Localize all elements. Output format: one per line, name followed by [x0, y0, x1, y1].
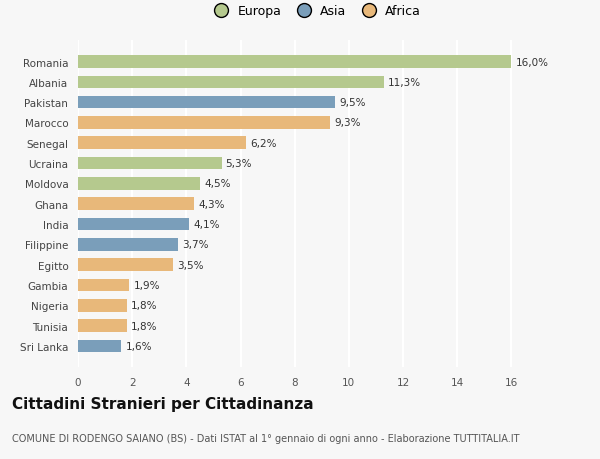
- Bar: [78, 259, 173, 271]
- Text: 11,3%: 11,3%: [388, 78, 421, 88]
- Bar: [78, 157, 221, 170]
- Text: 6,2%: 6,2%: [250, 139, 277, 148]
- Bar: [78, 178, 200, 190]
- Text: 5,3%: 5,3%: [226, 159, 252, 169]
- Bar: [78, 239, 178, 251]
- Bar: [78, 97, 335, 109]
- Text: Cittadini Stranieri per Cittadinanza: Cittadini Stranieri per Cittadinanza: [12, 397, 314, 412]
- Legend: Europa, Asia, Africa: Europa, Asia, Africa: [209, 5, 421, 18]
- Text: 1,9%: 1,9%: [134, 280, 160, 290]
- Text: 3,5%: 3,5%: [177, 260, 203, 270]
- Text: 1,6%: 1,6%: [125, 341, 152, 351]
- Bar: [78, 319, 127, 332]
- Text: 9,5%: 9,5%: [340, 98, 366, 108]
- Bar: [78, 198, 194, 211]
- Bar: [78, 279, 130, 291]
- Text: COMUNE DI RODENGO SAIANO (BS) - Dati ISTAT al 1° gennaio di ogni anno - Elaboraz: COMUNE DI RODENGO SAIANO (BS) - Dati IST…: [12, 433, 520, 442]
- Bar: [78, 76, 384, 89]
- Text: 4,5%: 4,5%: [204, 179, 230, 189]
- Text: 4,1%: 4,1%: [193, 219, 220, 230]
- Bar: [78, 56, 511, 69]
- Text: 16,0%: 16,0%: [515, 57, 548, 67]
- Bar: [78, 117, 330, 129]
- Bar: [78, 299, 127, 312]
- Bar: [78, 218, 189, 231]
- Bar: [78, 137, 246, 150]
- Text: 4,3%: 4,3%: [199, 199, 225, 209]
- Text: 1,8%: 1,8%: [131, 301, 157, 311]
- Text: 9,3%: 9,3%: [334, 118, 361, 128]
- Text: 1,8%: 1,8%: [131, 321, 157, 331]
- Text: 3,7%: 3,7%: [182, 240, 209, 250]
- Bar: [78, 340, 121, 353]
